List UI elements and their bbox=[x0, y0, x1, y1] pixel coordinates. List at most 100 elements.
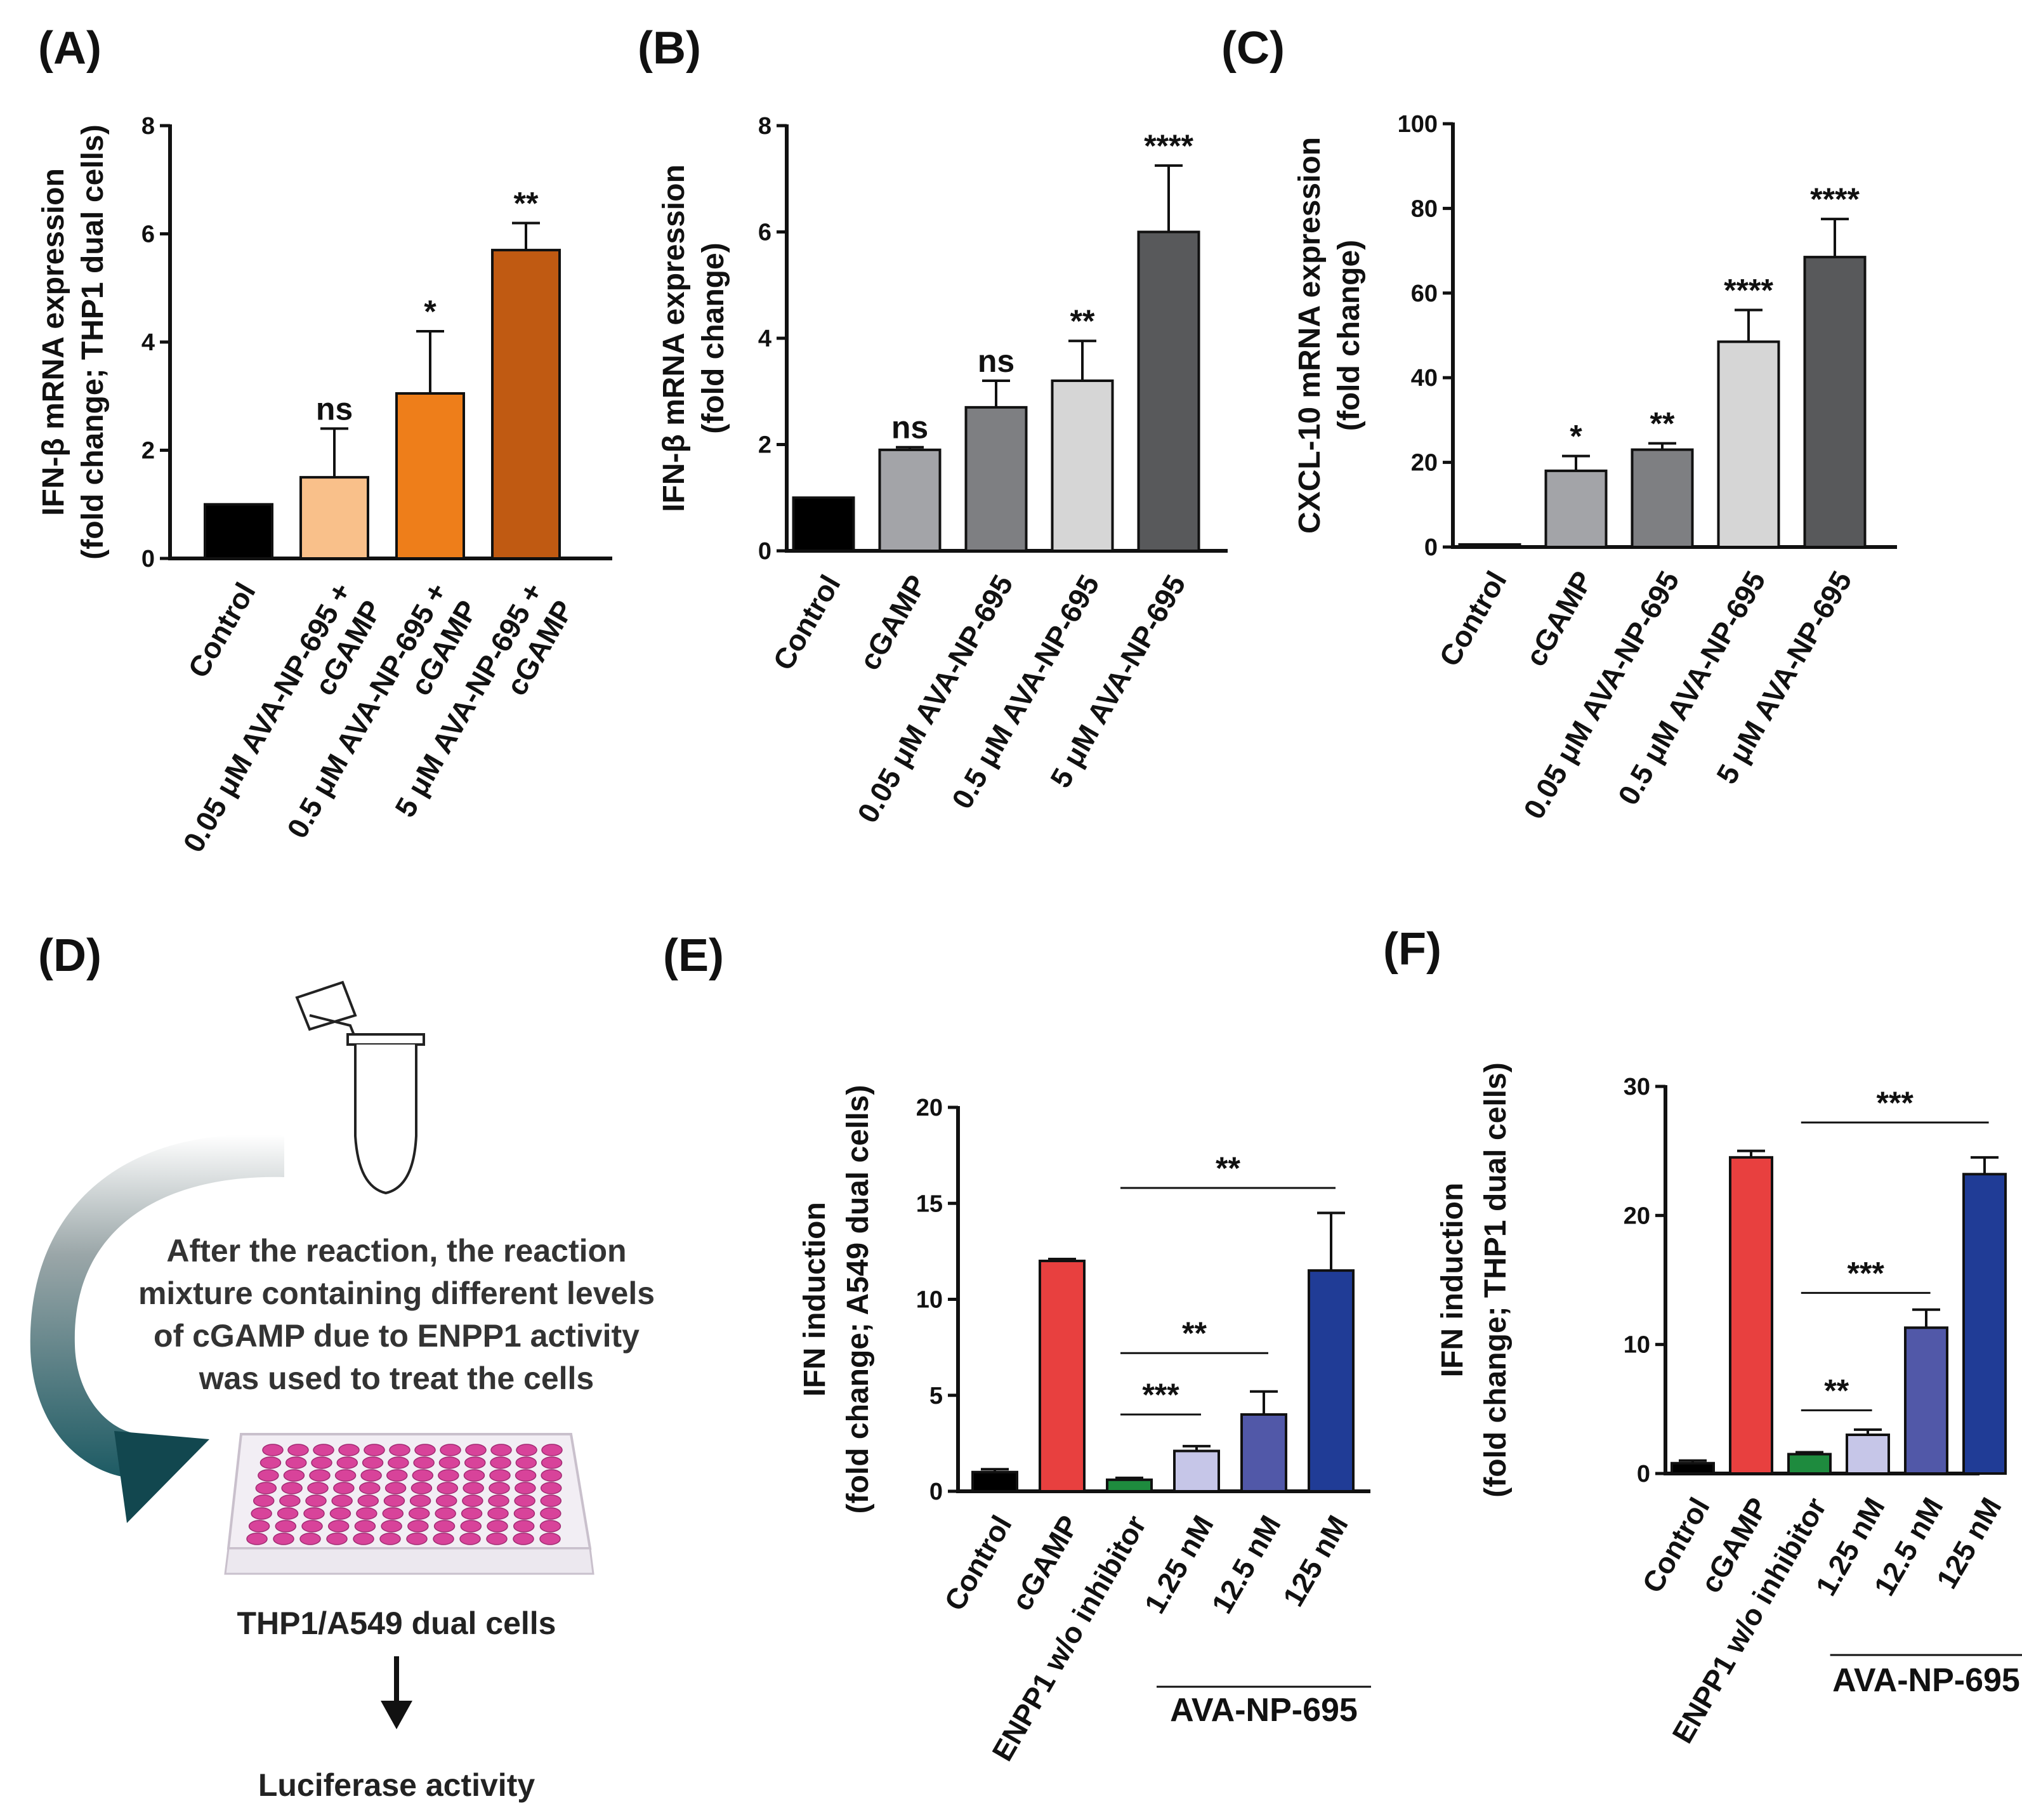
bar-c-4 bbox=[1803, 256, 1867, 548]
well-icon bbox=[486, 1533, 508, 1545]
bar-a-1 bbox=[299, 476, 369, 560]
y-tick-label-f: 30 bbox=[1624, 1074, 1650, 1100]
y-tick-label-f: 10 bbox=[1624, 1332, 1650, 1359]
well-icon bbox=[251, 1507, 272, 1520]
y-tick-label-a: 6 bbox=[141, 221, 155, 248]
well-icon bbox=[358, 1482, 381, 1494]
y-tick-label-b: 8 bbox=[758, 113, 771, 140]
well-icon bbox=[407, 1520, 429, 1533]
well-icon bbox=[410, 1482, 433, 1494]
well-icon bbox=[539, 1520, 561, 1533]
panel-label-e: (E) bbox=[663, 930, 724, 981]
well-icon bbox=[255, 1482, 277, 1494]
y-axis-label-c: CXCL-10 mRNA expression bbox=[1293, 137, 1327, 534]
well-icon bbox=[463, 1482, 484, 1494]
well-icon bbox=[311, 1456, 332, 1469]
well-plate-icon bbox=[224, 1433, 594, 1575]
y-tick-label-f: 0 bbox=[1637, 1461, 1650, 1487]
well-icon bbox=[541, 1444, 563, 1456]
bracket-label-f-1: *** bbox=[1848, 1255, 1885, 1291]
well-icon bbox=[287, 1444, 309, 1456]
well-icon bbox=[273, 1533, 294, 1545]
y-axis-label-f: IFN induction bbox=[1436, 1183, 1469, 1378]
well-icon bbox=[333, 1482, 355, 1494]
bar-f-0 bbox=[1671, 1461, 1715, 1475]
y-tick-label-e: 5 bbox=[929, 1383, 943, 1409]
well-icon bbox=[406, 1533, 428, 1545]
bar-a-2 bbox=[395, 392, 465, 560]
y-tick-label-a: 0 bbox=[141, 546, 155, 572]
well-icon bbox=[413, 1456, 435, 1469]
bar-b-2 bbox=[964, 406, 1028, 552]
well-icon bbox=[433, 1520, 456, 1533]
well-icon bbox=[299, 1533, 321, 1545]
curved-arrow-icon bbox=[30, 1134, 284, 1523]
well-icon bbox=[490, 1444, 512, 1456]
well-icon bbox=[356, 1507, 377, 1520]
bar-f-2 bbox=[1787, 1453, 1832, 1475]
well-icon bbox=[487, 1507, 509, 1520]
well-icon bbox=[515, 1482, 536, 1494]
significance-label-c-1: * bbox=[1570, 419, 1582, 454]
y-tick-label-c: 100 bbox=[1398, 111, 1438, 138]
significance-label-c-3: **** bbox=[1724, 272, 1773, 308]
well-icon bbox=[461, 1507, 483, 1520]
bar-b-1 bbox=[878, 448, 942, 552]
well-icon bbox=[309, 1469, 331, 1482]
well-icon bbox=[354, 1520, 376, 1533]
significance-label-b-2: ns bbox=[978, 343, 1014, 379]
group-label-e: AVA-NP-695 bbox=[1170, 1692, 1358, 1729]
y-axis-label-b: IFN-β mRNA expression bbox=[657, 164, 691, 512]
bar-f-3 bbox=[1846, 1434, 1890, 1475]
bar-a-3 bbox=[491, 249, 561, 560]
y-axis-label-a: IFN-β mRNA expression bbox=[37, 168, 70, 516]
well-icon bbox=[490, 1456, 511, 1469]
chart-panel-f: 0 10 20 30 IFN induction (fold change; THP1 d… bbox=[1436, 1062, 2022, 1748]
y-tick-label-c: 80 bbox=[1411, 195, 1438, 222]
y-tick-label-c: 0 bbox=[1424, 534, 1438, 561]
y-tick-label-e: 0 bbox=[929, 1479, 943, 1505]
y-axis-label-e: (fold change; A549 dual cells) bbox=[841, 1085, 875, 1514]
y-axis-label-c: (fold change) bbox=[1332, 240, 1366, 431]
well-icon bbox=[539, 1533, 561, 1545]
well-icon bbox=[262, 1444, 284, 1456]
category-label-b-2: 0.05 μM AVA-NP-695 bbox=[851, 569, 1020, 828]
y-tick-label-c: 20 bbox=[1411, 450, 1438, 477]
well-icon bbox=[513, 1520, 535, 1533]
well-icon bbox=[275, 1520, 297, 1533]
category-label-a-0: Control bbox=[181, 577, 262, 683]
well-icon bbox=[435, 1494, 457, 1507]
well-icon bbox=[384, 1482, 407, 1494]
panel-label-b: (B) bbox=[638, 23, 701, 74]
well-icon bbox=[489, 1469, 511, 1482]
bar-f-1 bbox=[1729, 1156, 1773, 1475]
bar-b-3 bbox=[1051, 379, 1114, 552]
well-icon bbox=[438, 1456, 461, 1469]
category-label-c-0: Control bbox=[1433, 565, 1513, 672]
bar-e-0 bbox=[971, 1470, 1018, 1493]
bar-e-1 bbox=[1039, 1260, 1086, 1493]
well-icon bbox=[253, 1494, 275, 1507]
category-label-b-1: cGAMP bbox=[853, 569, 933, 676]
well-icon bbox=[459, 1533, 481, 1545]
y-axis-label-b: (fold change) bbox=[697, 242, 730, 433]
well-icon bbox=[515, 1469, 537, 1482]
significance-label-b-1: ns bbox=[891, 410, 928, 445]
chart-panel-a: 0 2 4 6 8 IFN-β mRNA expression (fold change; … bbox=[37, 113, 612, 858]
well-icon bbox=[246, 1533, 268, 1545]
well-icon bbox=[381, 1520, 402, 1533]
well-icon bbox=[540, 1507, 561, 1520]
well-icon bbox=[408, 1507, 430, 1520]
well-icon bbox=[258, 1469, 279, 1482]
well-icon bbox=[331, 1494, 353, 1507]
bar-f-4 bbox=[1904, 1326, 1948, 1475]
well-icon bbox=[515, 1456, 537, 1469]
bar-c-3 bbox=[1717, 340, 1780, 548]
diagram-text-line-2: mixture containing different levels bbox=[138, 1276, 655, 1311]
y-tick-label-b: 4 bbox=[758, 326, 771, 352]
category-label-c-1: cGAMP bbox=[1519, 565, 1599, 672]
well-icon bbox=[440, 1444, 461, 1456]
well-icon bbox=[464, 1456, 486, 1469]
well-icon bbox=[383, 1494, 405, 1507]
bracket-label-e-1: ** bbox=[1182, 1316, 1207, 1351]
